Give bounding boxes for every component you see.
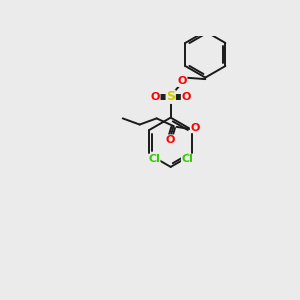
Text: O: O [190,123,200,133]
Text: O: O [151,92,160,102]
Text: Cl: Cl [148,154,160,164]
Text: O: O [182,92,191,102]
Text: S: S [166,90,175,103]
Text: Cl: Cl [182,154,193,164]
Text: O: O [178,76,187,86]
Text: O: O [165,135,174,145]
